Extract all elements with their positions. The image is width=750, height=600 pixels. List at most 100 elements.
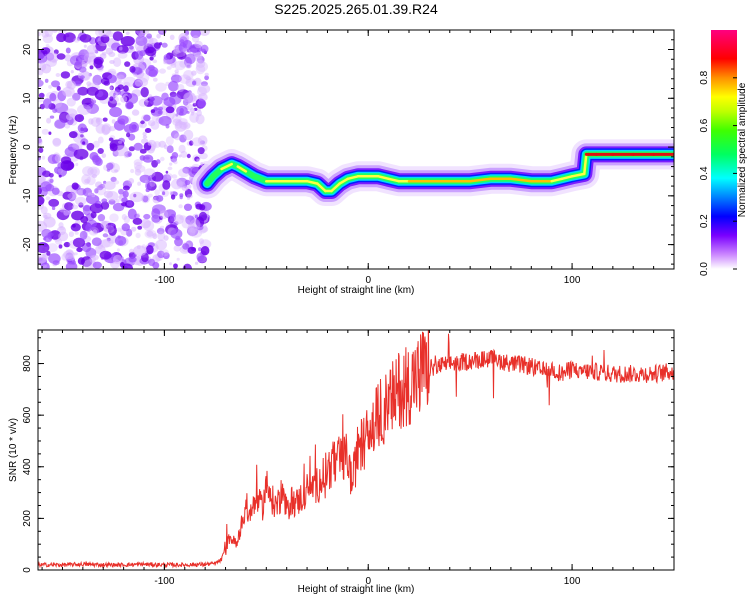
noise-blob [79,34,92,43]
noise-blob [189,108,196,113]
y-tick-label: 0 [22,567,33,573]
noise-blob [189,140,194,146]
noise-blob [157,250,165,259]
noise-blob [139,148,147,154]
noise-blob [102,117,108,122]
ridge-hotspot [330,182,341,193]
noise-blob [134,79,143,87]
noise-blob [101,51,107,56]
noise-blob [118,140,123,144]
noise-blob [175,113,179,117]
noise-blob [70,55,83,66]
noise-blob [97,214,106,222]
noise-blob [152,59,158,64]
spectrogram-xlabel: Height of straight line (km) [298,285,415,296]
noise-blob [133,161,142,170]
noise-blob [204,75,210,81]
noise-blob [71,204,79,210]
noise-blob [113,57,122,67]
noise-blob [158,140,167,148]
noise-blob [165,136,174,146]
noise-blob [106,191,119,202]
noise-blob [143,114,151,122]
y-tick-label: -10 [22,188,33,203]
noise-blob [78,66,87,73]
noise-blob [52,138,62,147]
x-tick-label: 100 [564,576,581,587]
noise-blob [108,137,114,142]
noise-blob [179,74,191,84]
noise-blob [117,115,129,125]
y-tick-label: 800 [22,355,33,372]
noise-blob [193,52,203,59]
noise-blob [92,229,98,234]
noise-blob [127,208,137,220]
ridge-hotspot [236,165,248,173]
noise-blob [133,193,137,198]
noise-blob [121,197,128,203]
noise-blob [80,75,85,79]
colorbar-tick-label: 0.4 [699,166,710,180]
noise-blob [77,123,87,134]
ridge-hotspot [560,175,574,181]
noise-blob [172,118,182,127]
noise-blob [76,247,83,253]
noise-blob [82,166,94,177]
noise-blob [79,230,88,240]
noise-blob [163,54,171,61]
noise-blob [60,160,74,171]
noise-blob [96,184,107,196]
noise-blob [87,166,100,177]
noise-blob [166,66,172,70]
noise-blob [182,166,191,174]
noise-blob [157,231,166,241]
noise-blob [71,182,79,190]
noise-blob [158,115,172,126]
noise-blob [84,178,90,184]
noise-blob [77,86,89,96]
noise-blob [83,52,97,63]
noise-blob [106,162,114,170]
y-tick-label: 600 [22,406,33,423]
noise-blob [126,132,131,138]
noise-blob [93,56,104,65]
noise-blob [135,30,146,36]
noise-blob [53,102,69,114]
noise-blob [133,159,143,166]
noise-blob [173,133,181,141]
noise-blob [42,98,52,109]
ridge-hotspot [305,179,319,185]
noise-blob [65,47,71,54]
colorbar-label: Normalized spectral amplitude [737,82,748,217]
noise-blob [49,178,54,183]
noise-blob [89,65,94,70]
noise-blob [115,198,120,203]
noise-blob [144,128,152,133]
noise-blob [38,195,45,206]
noise-blob [90,97,95,103]
noise-blob [197,99,207,108]
noise-blob [109,213,119,222]
ridge-hotspot [338,177,350,185]
noise-blob [58,174,62,178]
noise-blob [195,64,206,75]
noise-blob [97,148,104,154]
noise-blob [92,155,102,166]
snr-xlabel: Height of straight line (km) [298,584,415,595]
noise-blob [92,261,102,269]
noise-blob [116,248,120,252]
noise-blob [43,50,48,56]
noise-blob [198,84,211,94]
noise-blob [108,51,116,58]
noise-blob [165,106,175,114]
noise-blob [132,217,143,225]
noise-blob [173,245,181,252]
noise-blob [126,201,132,207]
noise-blob [180,150,188,158]
noise-blob [89,255,96,264]
noise-blob [165,170,169,174]
noise-blob [183,129,194,141]
noise-blob [58,231,69,242]
